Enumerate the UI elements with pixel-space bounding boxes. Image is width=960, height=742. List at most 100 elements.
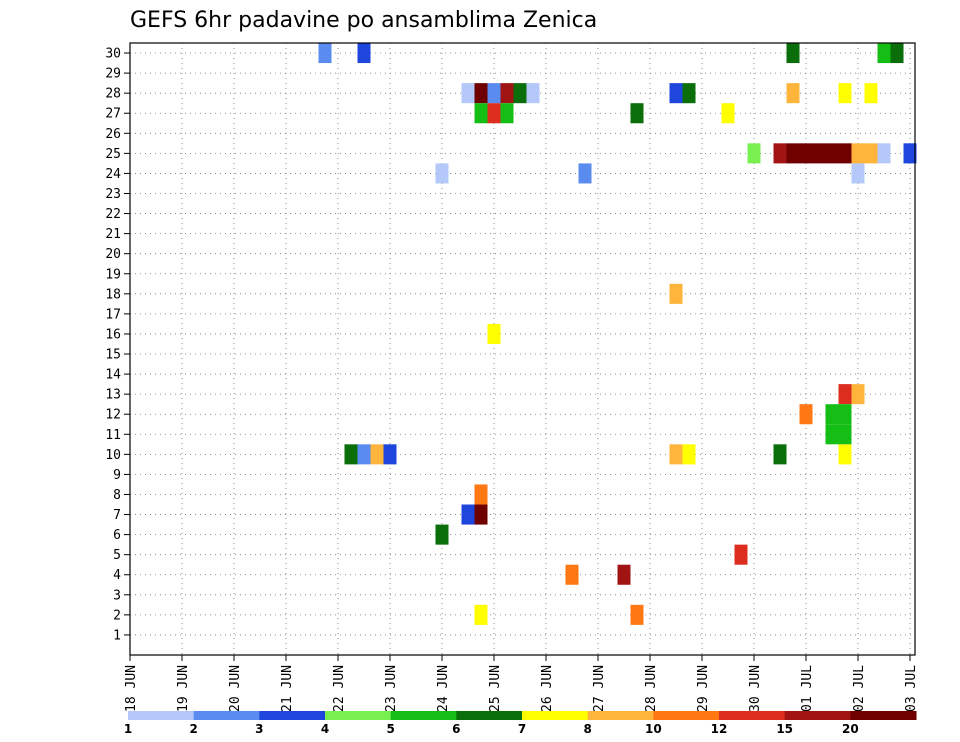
heatmap-cell [435, 524, 449, 545]
colorbar-label: 3 [255, 722, 263, 736]
y-tick-label: 16 [105, 327, 121, 342]
heatmap-cell [877, 43, 891, 64]
heatmap-cell [487, 103, 501, 124]
colorbar-label: 7 [518, 722, 526, 736]
heatmap-cell [500, 103, 514, 124]
colorbar-swatch [522, 711, 589, 720]
colorbar-label: 15 [776, 722, 793, 736]
heatmap-cell [838, 143, 852, 164]
colorbar-swatch [128, 711, 195, 720]
heatmap-cell [383, 444, 397, 465]
heatmap-cell [812, 143, 826, 164]
heatmap-cell [344, 444, 358, 465]
x-tick-label: 19 JUN [176, 665, 191, 712]
heatmap-cell [864, 83, 878, 104]
y-tick-label: 5 [113, 548, 121, 563]
y-tick-label: 29 [105, 67, 121, 82]
heatmap-cell [565, 564, 579, 585]
y-tick-label: 10 [105, 448, 121, 463]
x-tick-label: 03 JUL [904, 665, 919, 712]
y-axis-labels: 1234567891011121314151617181920212223242… [105, 47, 130, 643]
colorbar-swatch [719, 711, 786, 720]
y-tick-label: 6 [113, 528, 121, 543]
x-tick-label: 18 JUN [124, 665, 139, 712]
heatmap-cell [825, 404, 839, 425]
heatmap-cell [487, 323, 501, 344]
y-tick-label: 27 [105, 107, 121, 122]
heatmap-cell [474, 103, 488, 124]
colorbar-label: 20 [842, 722, 859, 736]
colorbar-swatch [259, 711, 326, 720]
colorbar-label: 10 [645, 722, 662, 736]
y-tick-label: 9 [113, 468, 121, 483]
y-tick-label: 4 [113, 568, 121, 583]
y-tick-label: 19 [105, 267, 121, 282]
heatmap-cell [864, 143, 878, 164]
x-tick-label: 24 JUN [436, 665, 451, 712]
chart-title: GEFS 6hr padavine po ansamblima Zenica [130, 8, 597, 33]
heatmap-cell [617, 564, 631, 585]
heatmap-cell [682, 83, 696, 104]
x-tick-label: 25 JUN [488, 665, 503, 712]
colorbar-label: 6 [452, 722, 460, 736]
x-tick-label: 22 JUN [332, 665, 347, 712]
heatmap-cell [630, 604, 644, 625]
heatmap-cell [370, 444, 384, 465]
colorbar-legend: 1 2 3 4 5 6 7 8 10 12 15 20 [124, 711, 917, 736]
y-tick-label: 28 [105, 87, 121, 102]
heatmap-cell [513, 83, 527, 104]
heatmap-cell [890, 43, 904, 64]
x-tick-label: 28 JUN [644, 665, 659, 712]
colorbar-label: 8 [583, 722, 591, 736]
heatmap-cell [474, 504, 488, 525]
plot-frame [129, 42, 916, 656]
y-tick-label: 7 [113, 508, 121, 523]
heatmap-cell [526, 83, 540, 104]
heatmap-cell [630, 103, 644, 124]
colorbar-label: 2 [189, 722, 197, 736]
heatmap-cell [461, 83, 475, 104]
colorbar-swatch [850, 711, 917, 720]
heatmap-cell [877, 143, 891, 164]
heatmap-cell [838, 83, 852, 104]
heatmap-cell [500, 83, 514, 104]
y-tick-label: 17 [105, 307, 121, 322]
plot-grid [129, 43, 915, 655]
x-tick-label: 01 JUL [800, 665, 815, 712]
heatmap-cell [461, 504, 475, 525]
heatmap-cell [435, 163, 449, 184]
y-tick-label: 11 [105, 428, 121, 443]
heatmap-cell [838, 444, 852, 465]
colorbar-swatch [193, 711, 260, 720]
heatmap-cell [474, 604, 488, 625]
heatmap-cell [786, 143, 800, 164]
y-tick-label: 26 [105, 127, 121, 142]
y-tick-label: 12 [105, 408, 121, 423]
heatmap-cell [474, 484, 488, 505]
x-axis-labels: 18 JUN 19 JUN 20 JUN 21 JUN 22 JUN 23 JUN 24 J… [124, 655, 919, 712]
heatmap-cell [786, 83, 800, 104]
y-tick-label: 18 [105, 287, 121, 302]
heatmap-cell [474, 83, 488, 104]
x-tick-label: 23 JUN [384, 665, 399, 712]
heatmap-cell [773, 444, 787, 465]
heatmap-cell [851, 384, 865, 405]
heatmap-cell [838, 404, 852, 425]
colorbar-swatch [390, 711, 457, 720]
colorbar-label: 4 [321, 722, 329, 736]
heatmap-cell [799, 404, 813, 425]
colorbar-swatch [325, 711, 392, 720]
heatmap-cell [669, 444, 683, 465]
y-tick-label: 21 [105, 227, 121, 242]
heatmap-cell [825, 424, 839, 445]
x-tick-label: 02 JUL [852, 665, 867, 712]
heatmap-cell [786, 43, 800, 64]
colorbar-swatch [456, 711, 523, 720]
heatmap-cells [318, 43, 917, 625]
colorbar-swatch [653, 711, 720, 720]
heatmap-cell [903, 143, 917, 164]
colorbar-label: 12 [711, 722, 728, 736]
colorbar-label: 5 [386, 722, 394, 736]
y-tick-label: 1 [113, 628, 121, 643]
heatmap-cell [669, 283, 683, 304]
